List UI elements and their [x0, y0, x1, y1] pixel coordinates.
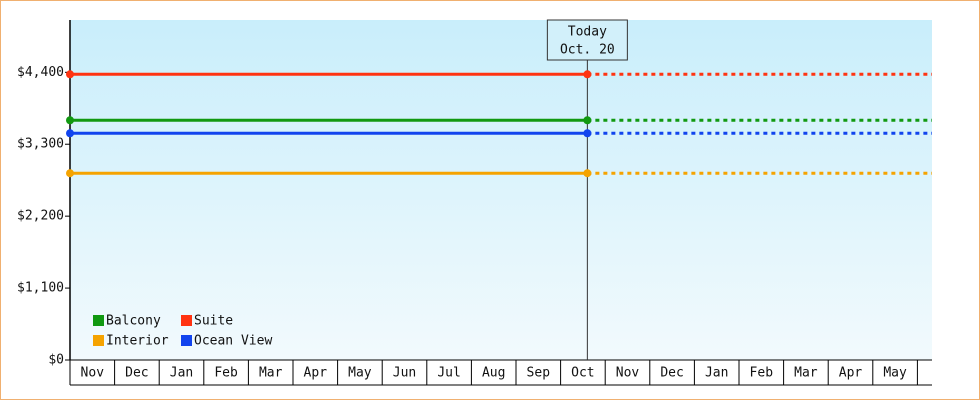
legend-swatch — [181, 315, 192, 326]
annotation-box — [546, 19, 628, 61]
x-tick-label: Feb — [214, 366, 238, 381]
point — [583, 169, 592, 178]
legend-label: Balcony — [106, 314, 161, 329]
x-tick-label: Jan — [705, 366, 728, 381]
y-tick-label: $2,200 — [17, 209, 64, 224]
x-tick-label: Mar — [794, 366, 818, 381]
legend-label: Suite — [194, 314, 233, 329]
point — [66, 70, 74, 79]
y-tick-label: $0 — [48, 353, 64, 368]
x-tick-label: Jul — [437, 366, 460, 381]
x-tick-label: Mar — [259, 366, 283, 381]
x-tick-label: Jan — [170, 366, 193, 381]
x-tick-label: May — [883, 366, 907, 381]
x-tick-label: Dec — [660, 366, 683, 381]
point — [66, 129, 74, 138]
y-tick-label: $3,300 — [17, 137, 64, 152]
annotation-text: Today — [568, 25, 607, 40]
x-tick-label: Oct — [571, 366, 594, 381]
legend-swatch — [93, 335, 104, 346]
x-tick-label: Sep — [527, 366, 551, 381]
x-tick-label: Dec — [125, 366, 148, 381]
y-tick-label: $4,400 — [17, 65, 64, 80]
x-tick-label: Jun — [393, 366, 416, 381]
x-tick-label: Apr — [304, 366, 328, 381]
annotation-text: Oct. 20 — [560, 43, 615, 58]
legend-swatch — [93, 315, 104, 326]
legend-label: Ocean View — [194, 334, 272, 349]
x-tick-label: Aug — [482, 366, 505, 381]
legend-label: Interior — [106, 334, 169, 349]
x-tick-label: Nov — [616, 366, 640, 381]
x-tick-label: May — [348, 366, 372, 381]
point — [66, 169, 74, 178]
legend-swatch — [181, 335, 192, 346]
point — [66, 116, 74, 125]
x-tick-label: Nov — [81, 366, 105, 381]
point — [583, 116, 592, 125]
point — [583, 70, 592, 79]
x-tick-label: Feb — [750, 366, 774, 381]
x-tick-label: Apr — [839, 366, 863, 381]
plot-area — [70, 20, 932, 360]
y-tick-label: $1,100 — [17, 281, 64, 296]
point — [583, 129, 592, 138]
